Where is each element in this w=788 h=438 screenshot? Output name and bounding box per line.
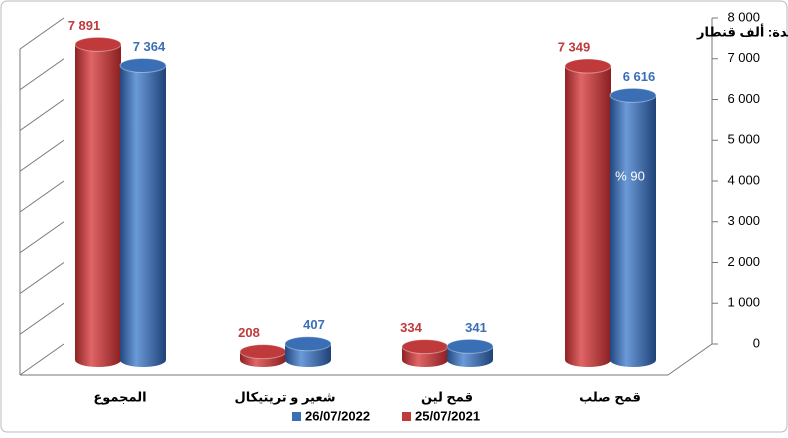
y-tick-label: 8 000: [727, 9, 760, 24]
grid-line: [19, 99, 65, 131]
data-label: 7 891: [68, 18, 101, 33]
data-label: 6 616: [623, 69, 656, 84]
legend-swatch: [402, 412, 411, 421]
grid-line: [19, 180, 65, 213]
grid-line: [19, 221, 65, 254]
bar-top: [401, 339, 449, 355]
bar-top: [119, 57, 167, 73]
y-tick-label: 6 000: [727, 91, 760, 106]
annotation: % 90: [615, 168, 645, 183]
axis-depth: [667, 343, 713, 376]
bar: [565, 66, 611, 367]
grid-line: [19, 139, 65, 172]
x-tick-label: قمح لين: [421, 389, 473, 404]
grid-line: [19, 302, 65, 335]
grid-line: [19, 262, 65, 294]
y-tick-label: 3 000: [727, 213, 760, 228]
bar-top: [239, 344, 287, 360]
legend-label: 26/07/2022: [305, 408, 370, 423]
bar: [75, 44, 121, 367]
data-label: 208: [238, 325, 260, 340]
x-tick-label: شعير و تريتيكال: [234, 389, 335, 404]
bar-top: [609, 87, 657, 103]
y-tick-label: 7 000: [727, 50, 760, 65]
bar: [610, 95, 656, 368]
bar-top: [564, 58, 612, 74]
unit-label: الوحدة: ألف قنطار: [696, 23, 788, 39]
grid-line: [19, 17, 65, 50]
y-tick-label: 5 000: [727, 132, 760, 147]
x-tick-label: قمح صلب: [579, 389, 641, 404]
y-tick-label: 4 000: [727, 172, 760, 187]
bar-top: [74, 36, 122, 52]
bar-top: [446, 338, 494, 354]
bar: [120, 65, 166, 367]
legend: 25/07/2021 26/07/2022: [292, 408, 480, 423]
data-label: 7 364: [133, 39, 166, 54]
y-tick-label: 2 000: [727, 254, 760, 269]
y-tick-label: 1 000: [727, 295, 760, 310]
grid-line: [19, 343, 65, 376]
x-tick-label: المجموع: [93, 389, 146, 404]
data-label: 341: [465, 320, 487, 335]
legend-swatch: [292, 412, 301, 421]
data-label: 407: [303, 317, 325, 332]
data-label: 334: [400, 320, 422, 335]
legend-label: 25/07/2021: [415, 408, 480, 423]
y-tick-label: 0: [753, 335, 760, 350]
bar-top: [284, 336, 332, 352]
grid-line: [19, 58, 65, 91]
data-label: 7 349: [558, 39, 591, 54]
